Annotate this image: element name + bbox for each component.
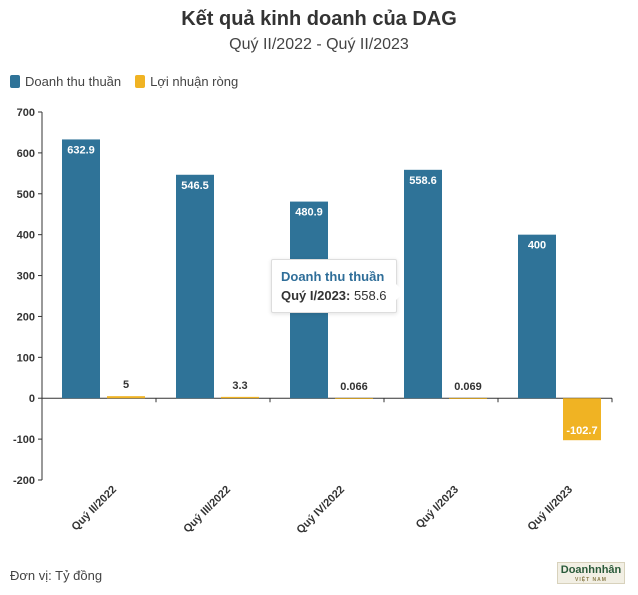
- bar-revenue: [62, 139, 100, 399]
- bar-revenue: [176, 174, 214, 399]
- y-tick-label: 0: [29, 393, 35, 405]
- bar-profit: [107, 396, 145, 399]
- tooltip-title: Doanh thu thuần: [281, 269, 385, 284]
- bar-revenue: [404, 169, 442, 399]
- y-tick-label: 200: [17, 311, 35, 323]
- y-tick-label: 700: [17, 107, 35, 119]
- data-label-profit: 3.3: [232, 380, 247, 392]
- data-label-revenue: 632.9: [67, 144, 95, 156]
- tooltip-label: Quý I/2023:: [281, 288, 351, 303]
- data-label-profit: -102.7: [566, 425, 597, 437]
- legend-swatch-revenue: [10, 75, 20, 88]
- tooltip: Doanh thu thuần Quý I/2023: 558.6: [271, 259, 404, 313]
- legend-label-revenue: Doanh thu thuần: [25, 74, 122, 89]
- legend: Doanh thu thuần Lợi nhuận ròng: [10, 74, 238, 89]
- brand-logo: Doanhnhân VIỆT NAM: [557, 562, 625, 584]
- y-tick-label: 100: [17, 352, 35, 364]
- data-label-revenue: 400: [528, 240, 546, 252]
- data-label-profit: 0.066: [340, 381, 368, 393]
- data-label-profit: 5: [123, 379, 129, 391]
- y-tick-label: -200: [13, 475, 35, 487]
- x-tick-label: Quý III/2022: [181, 484, 233, 536]
- bar-profit: [449, 398, 487, 399]
- y-tick-label: 600: [17, 148, 35, 160]
- unit-note: Đơn vị: Tỷ đồng: [10, 568, 103, 583]
- data-label-revenue: 480.9: [295, 207, 323, 219]
- tooltip-value: 558.6: [354, 288, 387, 303]
- data-label-profit: 0.069: [454, 381, 482, 393]
- data-label-revenue: 546.5: [181, 180, 209, 192]
- x-tick-label: Quý II/2023: [526, 484, 576, 534]
- chart-subtitle: Quý II/2022 - Quý II/2023: [229, 36, 409, 53]
- x-tick-label: Quý IV/2022: [295, 484, 348, 537]
- x-tick-label: Quý I/2023: [414, 484, 461, 531]
- chart-title: Kết quả kinh doanh của DAG: [181, 8, 457, 30]
- brand-logo-text: Doanhnhân: [560, 564, 622, 576]
- bar-revenue: [518, 234, 556, 399]
- legend-label-profit: Lợi nhuận ròng: [150, 74, 239, 89]
- brand-logo-subtext: VIỆT NAM: [575, 577, 607, 583]
- legend-item-profit[interactable]: Lợi nhuận ròng: [135, 74, 238, 89]
- legend-swatch-profit: [135, 75, 146, 88]
- y-tick-label: -100: [13, 434, 35, 446]
- bar-profit: [563, 398, 601, 441]
- bar-profit: [221, 396, 259, 399]
- data-label-revenue: 558.6: [409, 175, 437, 187]
- y-tick-label: 500: [17, 189, 35, 201]
- x-tick-label: Quý II/2022: [70, 484, 120, 534]
- y-tick-label: 400: [17, 230, 35, 242]
- y-tick-label: 300: [17, 271, 35, 283]
- legend-item-revenue[interactable]: Doanh thu thuần: [10, 74, 121, 89]
- bar-profit: [335, 398, 373, 399]
